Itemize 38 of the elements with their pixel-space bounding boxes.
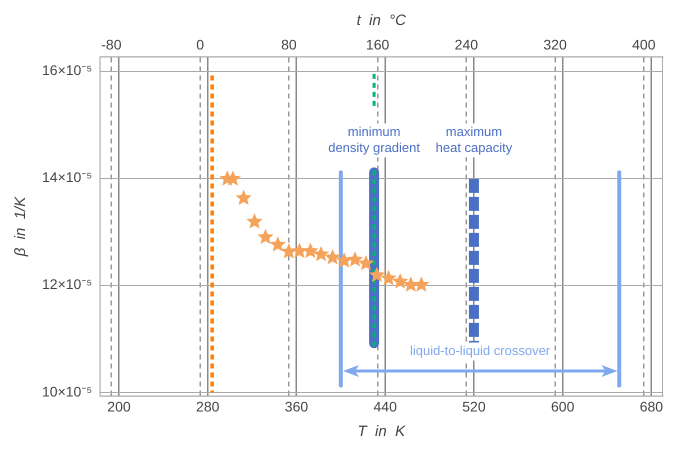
point	[336, 252, 352, 268]
point	[392, 273, 408, 289]
x-tick-label: 680	[640, 398, 664, 414]
annotation: maximum heat capacity	[436, 124, 513, 156]
x2-tick-label: 80	[281, 36, 297, 52]
x-tick-label: 600	[550, 398, 575, 414]
point	[246, 213, 263, 229]
x2-axis-title: t in °C	[356, 12, 406, 30]
x-tick-label: 280	[196, 398, 220, 414]
x2-tick-label: 400	[632, 36, 656, 52]
x2-tick-label: 160	[366, 36, 390, 52]
x-tick-label: 520	[462, 398, 486, 414]
point	[257, 228, 274, 244]
point	[380, 270, 397, 286]
point	[270, 236, 286, 252]
point	[368, 266, 385, 282]
x-tick-label: 440	[374, 398, 398, 414]
point	[324, 249, 341, 264]
x2-tick-label: 240	[454, 36, 478, 52]
point	[358, 254, 374, 270]
y-axis-title: β in 1/K	[12, 196, 30, 258]
point	[346, 251, 364, 267]
x-axis-title: T in K	[358, 423, 406, 440]
y-tick-label: 16×10⁻⁵	[42, 62, 92, 78]
x2-tick-label: -80	[101, 36, 122, 52]
y-tick-label: 10×10⁻⁵	[42, 383, 92, 400]
y-tick-label: 12×10⁻⁵	[42, 276, 92, 292]
point	[302, 242, 319, 258]
point	[236, 190, 252, 206]
x-tick-label: 360	[284, 398, 308, 414]
x-tick-label: 200	[107, 398, 131, 414]
y-tick-label: 14×10⁻⁵	[42, 169, 92, 186]
annotation: liquid-to-liquid crossover	[410, 343, 551, 358]
x2-tick-label: 0	[196, 36, 204, 52]
x2-tick-label: 320	[543, 36, 567, 52]
point	[312, 246, 330, 262]
point	[291, 242, 308, 258]
annotation: minimum density gradient	[328, 124, 420, 156]
